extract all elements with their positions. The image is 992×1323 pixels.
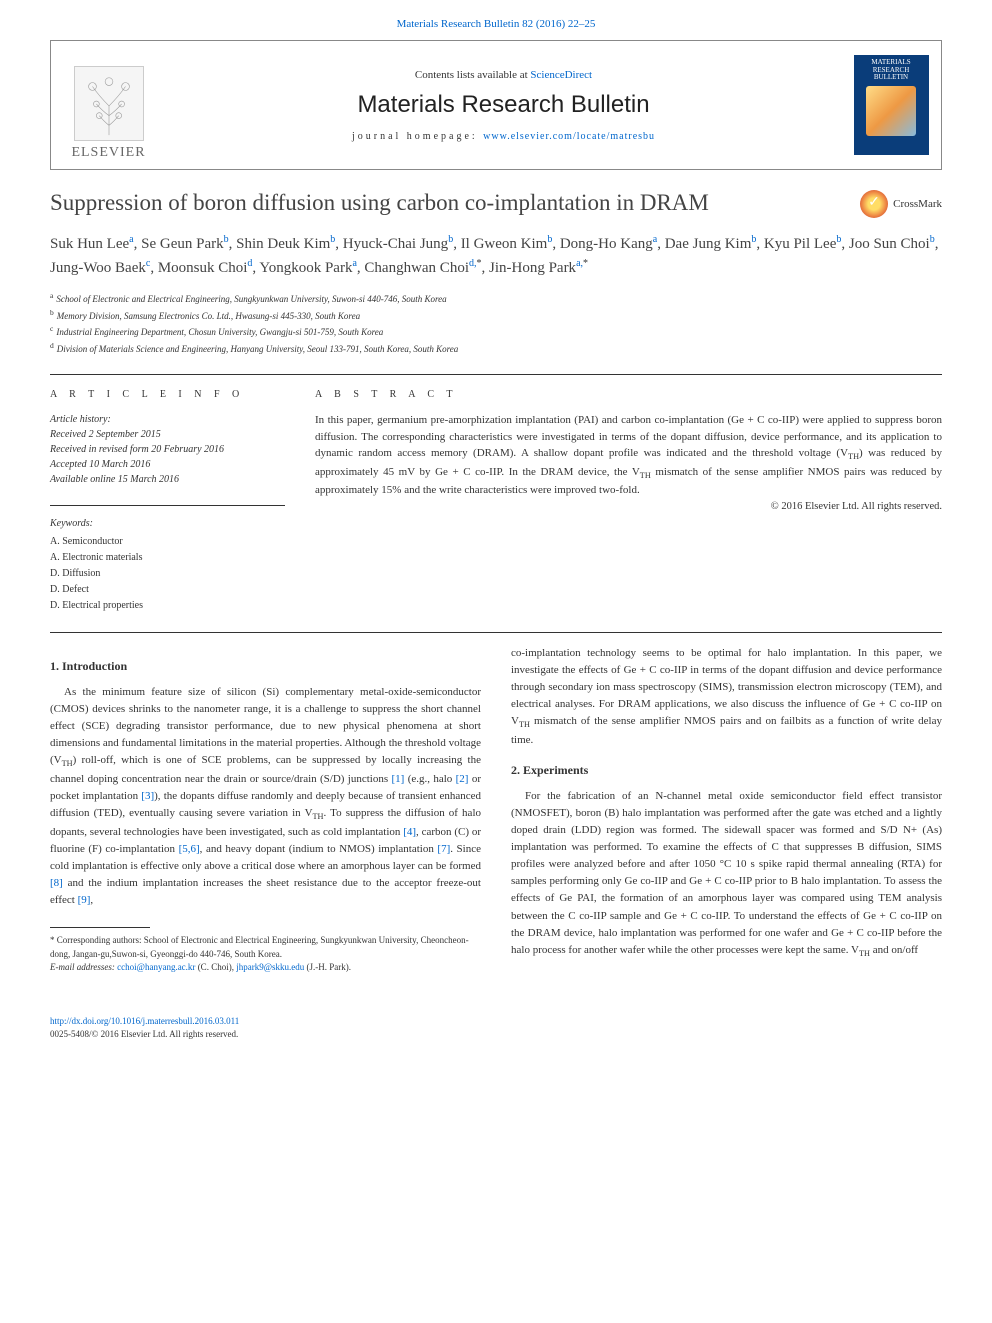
history-accepted: Accepted 10 March 2016	[50, 457, 285, 472]
history-label: Article history:	[50, 412, 285, 427]
keyword-item: D. Electrical properties	[50, 598, 285, 614]
author: Joo Sun Choib	[849, 236, 935, 252]
affiliation: cIndustrial Engineering Department, Chos…	[50, 323, 942, 340]
crossmark-icon	[860, 190, 888, 218]
keyword-item: D. Defect	[50, 582, 285, 598]
sciencedirect-link[interactable]: ScienceDirect	[530, 69, 592, 81]
journal-name: Materials Research Bulletin	[357, 91, 649, 119]
bottom-metadata: http://dx.doi.org/10.1016/j.materresbull…	[0, 1005, 992, 1062]
email-who-1: (C. Choi),	[195, 962, 236, 972]
affiliations-list: aSchool of Electronic and Electrical Eng…	[50, 290, 942, 356]
keyword-item: A. Semiconductor	[50, 534, 285, 550]
author: Changhwan Choid,*	[364, 260, 481, 276]
doi-link[interactable]: http://dx.doi.org/10.1016/j.materresbull…	[50, 1016, 239, 1026]
intro-para-2: co-implantation technology seems to be o…	[511, 645, 942, 749]
journal-cover-graphic	[866, 86, 916, 136]
author: Jung-Woo Baekc	[50, 260, 150, 276]
top-citation: Materials Research Bulletin 82 (2016) 22…	[0, 0, 992, 40]
divider-bottom	[50, 632, 942, 633]
author: Se Geun Parkb	[141, 236, 229, 252]
history-received: Received 2 September 2015	[50, 427, 285, 442]
contents-prefix: Contents lists available at	[415, 69, 530, 81]
experiments-para-1: For the fabrication of an N-channel meta…	[511, 788, 942, 960]
body-column-right: co-implantation technology seems to be o…	[511, 645, 942, 975]
affiliation: dDivision of Materials Science and Engin…	[50, 340, 942, 357]
author: Moonsuk Choid	[158, 260, 253, 276]
elsevier-tree-icon	[74, 66, 144, 141]
crossmark-label: CrossMark	[893, 198, 942, 210]
homepage-prefix: journal homepage:	[352, 131, 483, 142]
history-revised: Received in revised form 20 February 201…	[50, 442, 285, 457]
journal-cover-thumbnail: MATERIALS RESEARCH BULLETIN	[854, 55, 929, 155]
authors-list: Suk Hun Leea, Se Geun Parkb, Shin Deuk K…	[50, 232, 942, 280]
journal-homepage-link[interactable]: www.elsevier.com/locate/matresbu	[483, 131, 655, 142]
issn-line: 0025-5408/© 2016 Elsevier Ltd. All right…	[50, 1029, 238, 1039]
divider-info-mid	[50, 505, 285, 506]
email-link-2[interactable]: jhpark9@skku.edu	[236, 962, 304, 972]
footnotes: * Corresponding authors: School of Elect…	[50, 934, 481, 975]
affiliation: aSchool of Electronic and Electrical Eng…	[50, 290, 942, 307]
body-column-left: 1. Introduction As the minimum feature s…	[50, 645, 481, 975]
email-label: E-mail addresses:	[50, 962, 117, 972]
footnote-rule	[50, 927, 150, 928]
author: Kyu Pil Leeb	[764, 236, 842, 252]
author: Yongkook Parka	[259, 260, 357, 276]
author: Jin-Hong Parka,*	[489, 260, 588, 276]
publisher-name: ELSEVIER	[71, 145, 145, 161]
publisher-logo-cell: ELSEVIER	[51, 41, 166, 169]
history-online: Available online 15 March 2016	[50, 472, 285, 487]
abstract-heading: A B S T R A C T	[315, 389, 942, 400]
intro-heading: 1. Introduction	[50, 659, 481, 674]
keyword-item: D. Diffusion	[50, 566, 285, 582]
experiments-heading: 2. Experiments	[511, 763, 942, 778]
intro-para-1: As the minimum feature size of silicon (…	[50, 684, 481, 909]
abstract-text: In this paper, germanium pre-amorphizati…	[315, 412, 942, 499]
article-info-heading: A R T I C L E I N F O	[50, 389, 285, 400]
author: Il Gweon Kimb	[461, 236, 553, 252]
article-history: Article history: Received 2 September 20…	[50, 412, 285, 487]
keywords-block: Keywords: A. SemiconductorA. Electronic …	[50, 516, 285, 614]
author: Hyuck-Chai Jungb	[343, 236, 453, 252]
contents-available-line: Contents lists available at ScienceDirec…	[415, 69, 592, 81]
article-info-column: A R T I C L E I N F O Article history: R…	[50, 389, 285, 614]
journal-header-box: ELSEVIER Contents lists available at Sci…	[50, 40, 942, 170]
top-citation-link[interactable]: Materials Research Bulletin 82 (2016) 22…	[397, 18, 596, 30]
abstract-copyright: © 2016 Elsevier Ltd. All rights reserved…	[315, 501, 942, 512]
email-link-1[interactable]: cchoi@hanyang.ac.kr	[117, 962, 195, 972]
header-center: Contents lists available at ScienceDirec…	[166, 41, 841, 169]
corresponding-author-note: * Corresponding authors: School of Elect…	[50, 934, 481, 961]
email-line: E-mail addresses: cchoi@hanyang.ac.kr (C…	[50, 961, 481, 975]
author: Dae Jung Kimb	[665, 236, 757, 252]
crossmark-badge[interactable]: CrossMark	[860, 190, 942, 218]
author: Shin Deuk Kimb	[236, 236, 335, 252]
journal-homepage-line: journal homepage: www.elsevier.com/locat…	[352, 131, 655, 142]
keyword-item: A. Electronic materials	[50, 550, 285, 566]
author: Dong-Ho Kanga	[560, 236, 657, 252]
keywords-label: Keywords:	[50, 516, 285, 532]
article-title: Suppression of boron diffusion using car…	[50, 190, 860, 216]
journal-cover-cell: MATERIALS RESEARCH BULLETIN	[841, 41, 941, 169]
affiliation: bMemory Division, Samsung Electronics Co…	[50, 307, 942, 324]
author: Suk Hun Leea	[50, 236, 134, 252]
journal-cover-title: MATERIALS RESEARCH BULLETIN	[858, 59, 925, 82]
email-who-2: (J.-H. Park).	[304, 962, 351, 972]
abstract-column: A B S T R A C T In this paper, germanium…	[315, 389, 942, 614]
